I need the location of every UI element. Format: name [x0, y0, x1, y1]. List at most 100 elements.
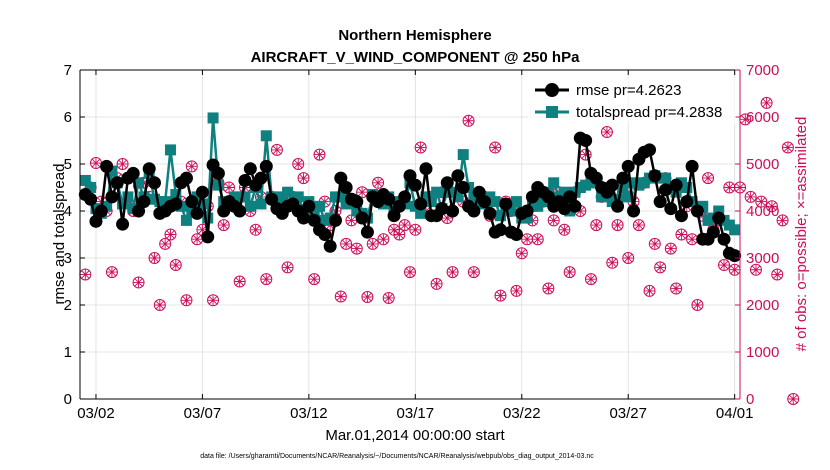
rmse-point: [499, 197, 513, 211]
totalspread-point: [431, 186, 443, 198]
obs-assimilated-cross: [607, 257, 618, 268]
obs-assimilated-cross: [186, 161, 197, 172]
obs-count-marker: [223, 181, 236, 194]
obs-count-marker: [207, 294, 220, 307]
rmse-point: [137, 195, 151, 209]
obs-possible-circle: [718, 259, 731, 272]
obs-count-marker: [132, 276, 145, 289]
legend-label-rmse: rmse pr=4.2623: [576, 82, 681, 99]
obs-assimilated-cross: [782, 142, 793, 153]
totalspread-point: [457, 149, 469, 161]
obs-possible-circle: [648, 237, 661, 250]
obs-possible-circle: [691, 299, 704, 311]
obs-count-marker: [781, 141, 794, 154]
rmse-point: [568, 199, 582, 213]
obs-possible-circle: [606, 256, 619, 269]
totalspread-point: [255, 198, 267, 210]
obs-assimilated-cross: [362, 292, 373, 303]
obs-assimilated-cross: [165, 229, 176, 240]
totalspread-point: [79, 174, 91, 186]
obs-assimilated-cross: [612, 220, 623, 231]
obs-count-marker: [755, 195, 768, 208]
obs-possible-circle: [249, 223, 262, 236]
obs-count-marker: [590, 219, 603, 232]
obs-possible-circle: [515, 247, 528, 260]
obs-possible-circle: [563, 266, 576, 279]
chart-title: Northern Hemisphere: [338, 27, 491, 44]
obs-possible-circle: [260, 273, 273, 286]
obs-count-marker: [393, 228, 406, 241]
obs-assimilated-cross: [601, 127, 612, 138]
x-tick-label: 04/01: [716, 405, 754, 422]
y-tick-label-right: 7000: [746, 62, 779, 79]
rmse-point: [254, 171, 268, 185]
obs-count-marker: [313, 148, 326, 161]
obs-assimilated-cross: [532, 234, 543, 245]
obs-count-marker: [372, 176, 385, 189]
rmse-point: [360, 225, 374, 239]
rmse-point: [243, 162, 257, 176]
totalspread-point: [622, 191, 634, 203]
obs-possible-circle: [765, 200, 778, 213]
totalspread-point: [133, 177, 145, 189]
obs-assimilated-cross: [346, 215, 357, 226]
obs-assimilated-cross: [378, 234, 389, 245]
obs-assimilated-cross: [671, 283, 682, 294]
rmse-point: [190, 206, 204, 220]
obs-possible-circle: [217, 219, 230, 232]
obs-possible-circle: [297, 172, 310, 185]
obs-assimilated-cross: [170, 260, 181, 271]
y-tick-label: 4: [64, 203, 72, 220]
obs-assimilated-cross: [271, 144, 282, 155]
obs-count-marker: [521, 233, 534, 246]
obs-count-marker: [542, 282, 555, 295]
y-tick-label-right: 4000: [746, 203, 779, 220]
obs-assimilated-cross: [750, 264, 761, 275]
obs-count-marker: [292, 158, 305, 170]
y-tick-label: 3: [64, 250, 72, 267]
rmse-point: [116, 217, 130, 231]
obs-assimilated-cross: [367, 238, 378, 249]
rmse-point: [706, 225, 720, 239]
obs-count-marker: [691, 299, 704, 311]
rmse-point: [94, 204, 108, 218]
rmse-point: [408, 178, 422, 192]
obs-possible-circle: [382, 291, 395, 304]
obs-possible-circle: [675, 228, 688, 241]
rmse-point: [653, 195, 667, 209]
rmse-point: [627, 204, 641, 218]
obs-possible-circle: [377, 233, 390, 246]
rmse-point: [648, 169, 662, 183]
y-tick-label-right: 0: [746, 391, 754, 408]
totalspread-point: [85, 182, 97, 193]
axes: 03/02 03/07 03/12 03/17 03/22 03/27 04/0101234…: [64, 62, 780, 422]
rmse-point: [350, 195, 364, 209]
rmse-point: [658, 183, 672, 197]
obs-assimilated-cross: [106, 267, 117, 278]
obs-possible-circle: [462, 114, 475, 127]
obs-count-marker: [547, 214, 560, 227]
obs-count-marker: [340, 237, 353, 250]
y-tick-label: 6: [64, 109, 72, 126]
obs-count-marker: [675, 228, 688, 241]
obs-count-marker: [622, 252, 635, 264]
totalspread-point: [681, 182, 693, 193]
rmse-point: [643, 143, 657, 157]
rmse-point: [105, 190, 119, 204]
obs-assimilated-cross: [644, 285, 655, 296]
obs-count-marker: [584, 273, 597, 286]
obs-count-marker: [744, 190, 757, 203]
rmse-point: [680, 195, 694, 209]
rmse-point: [185, 195, 199, 209]
legend-box: [528, 78, 736, 124]
rmse-point: [169, 197, 183, 211]
y-axis-label-right: # of obs: o=possible; ×=assimilated: [793, 117, 810, 352]
obs-possible-circle: [169, 259, 182, 272]
obs-count-marker: [632, 219, 645, 232]
obs-count-marker: [462, 114, 475, 127]
y-tick-label-right: 1000: [746, 344, 779, 361]
rmse-point: [318, 228, 332, 241]
obs-possible-circle: [542, 282, 555, 295]
rmse-point: [685, 159, 699, 173]
